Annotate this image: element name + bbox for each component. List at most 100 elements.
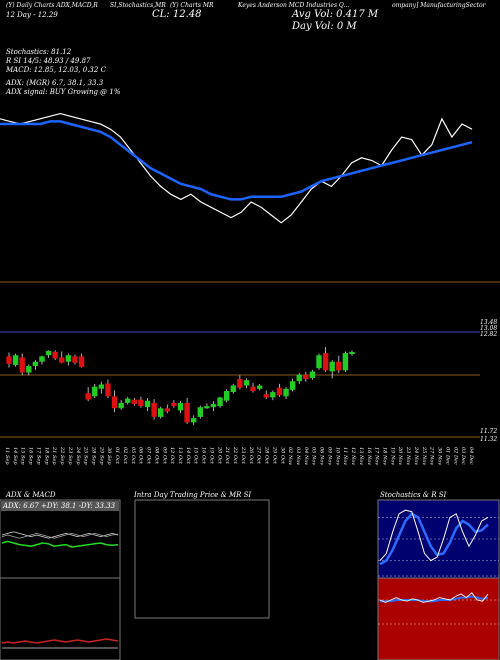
date-tick-label: 16 Oct bbox=[201, 447, 207, 465]
date-tick-label: 02 Dec bbox=[452, 447, 458, 465]
date-tick-label: 17 Nov bbox=[374, 447, 380, 465]
candle-body bbox=[316, 355, 322, 369]
date-tick-label: 28 Sep bbox=[91, 446, 97, 465]
date-tick-label: 06 Oct bbox=[138, 447, 144, 465]
date-tick-label: 25 Sep bbox=[83, 446, 89, 465]
date-tick-label: 05 Nov bbox=[311, 447, 317, 465]
date-tick-label: 18 Nov bbox=[381, 447, 387, 465]
date-tick-label: 20 Oct bbox=[216, 446, 222, 465]
rsi-small-mra bbox=[380, 595, 489, 603]
candle-body bbox=[263, 394, 269, 398]
candle-body bbox=[184, 402, 190, 423]
candle-body bbox=[19, 357, 25, 373]
stoch-d-line bbox=[379, 512, 489, 566]
rsi-line bbox=[0, 112, 473, 224]
date-tick-label: 24 Sep bbox=[75, 446, 81, 465]
candle-body bbox=[256, 385, 263, 389]
price-label-5: 11.32 bbox=[480, 436, 498, 443]
candle-body bbox=[349, 352, 355, 355]
candle-body bbox=[204, 406, 210, 409]
date-tick-label: 29 Sep bbox=[98, 446, 104, 465]
date-tick-label: 30 Oct bbox=[279, 447, 285, 465]
date-tick-label: 12 Oct bbox=[169, 447, 175, 465]
header-line1-left: (Y) Daily Charts ADX,MACD,R bbox=[6, 2, 98, 9]
adx-plus-di-line bbox=[1, 531, 119, 539]
date-tick-label: 21 Sep bbox=[51, 446, 57, 465]
candle-body bbox=[6, 356, 12, 364]
date-tick-label: 13 Oct bbox=[177, 447, 183, 465]
date-tick-label: 22 Oct bbox=[232, 446, 238, 465]
header-date-line: 12 Day - 12.29 bbox=[6, 11, 58, 19]
candle-body bbox=[223, 391, 230, 401]
macd-stat: MACD: 12.85, 12.03, 0.32 C bbox=[6, 66, 106, 74]
rsi-small-lines bbox=[378, 575, 499, 625]
date-tick-label: 03 Dec bbox=[460, 447, 466, 465]
candle-body bbox=[329, 361, 335, 372]
date-tick-label: 26 Oct bbox=[248, 446, 254, 465]
date-tick-label: 10 Nov bbox=[334, 447, 340, 465]
candle-body bbox=[105, 383, 111, 397]
candle-body bbox=[283, 388, 289, 397]
adx-lines bbox=[1, 531, 119, 548]
date-tick-label: 18 Sep bbox=[43, 447, 49, 465]
rsi-small-line bbox=[379, 592, 489, 603]
date-axis: 11 Sep 14 Sep 15 Sep 16 Sep 17 Sep 18 Sep 21 S… bbox=[4, 446, 474, 465]
rsi-mra-line bbox=[0, 120, 473, 201]
adx-panel-frame bbox=[0, 499, 121, 660]
date-tick-label: 04 Dec bbox=[468, 447, 474, 465]
date-tick-label: 16 Sep bbox=[28, 447, 34, 465]
date-tick-label: 23 Oct bbox=[240, 446, 246, 465]
date-tick-label: 03 Nov bbox=[295, 447, 301, 465]
candle-body bbox=[217, 397, 223, 407]
candle-body bbox=[303, 374, 309, 379]
adx-value-bar bbox=[1, 501, 119, 511]
candle-body bbox=[171, 402, 177, 407]
date-tick-label: 23 Sep bbox=[67, 446, 73, 465]
date-tick-label: 12 Nov bbox=[350, 447, 356, 465]
candle-body bbox=[125, 398, 131, 403]
date-tick-label: 27 Oct bbox=[256, 446, 262, 465]
candle-body bbox=[151, 402, 157, 417]
date-tick-label: 25 Nov bbox=[421, 446, 427, 465]
candle-body bbox=[12, 355, 19, 365]
stoch-panel-title: Stochastics & R SI bbox=[380, 491, 447, 499]
date-tick-label: 21 Oct bbox=[224, 446, 230, 465]
adx-minus-di-line bbox=[1, 532, 119, 539]
candle-body bbox=[92, 386, 98, 397]
close-price: CL: 12.48 bbox=[152, 9, 202, 20]
candle-body bbox=[39, 356, 45, 362]
date-tick-label: 01 Dec bbox=[444, 447, 450, 465]
date-tick-label: 15 Sep bbox=[20, 447, 26, 465]
candle-body bbox=[52, 352, 58, 359]
rsi-mra-panel bbox=[0, 112, 473, 224]
date-tick-label: 09 Nov bbox=[326, 447, 332, 465]
header-line1-mid: SI,Stochastics,MR bbox=[110, 2, 166, 9]
stochastics-lines bbox=[378, 509, 499, 566]
adx-panel-title: ADX & MACD bbox=[6, 491, 56, 499]
candle-body bbox=[190, 418, 197, 423]
date-tick-label: 16 Nov bbox=[366, 447, 372, 465]
candle-body bbox=[230, 385, 236, 393]
candle-body bbox=[270, 392, 276, 398]
candle-body bbox=[131, 399, 138, 404]
candle-body bbox=[111, 396, 118, 409]
date-tick-label: 05 Oct bbox=[130, 447, 136, 465]
date-tick-label: 14 Oct bbox=[185, 447, 191, 465]
date-tick-label: 01 Oct bbox=[114, 447, 120, 465]
date-tick-label: 04 Nov bbox=[303, 447, 309, 465]
intraday-panel-title: Intra Day Trading Price & MR SI bbox=[134, 491, 252, 499]
intraday-panel-frame bbox=[134, 499, 270, 619]
date-tick-label: 30 Nov bbox=[437, 447, 443, 465]
price-label-4: 11.72 bbox=[480, 428, 498, 435]
candle-body bbox=[250, 386, 256, 391]
candle-body bbox=[342, 353, 349, 371]
price-label-2: 13.08 bbox=[480, 325, 498, 332]
stochastics-stat: Stochastics: 81.12 bbox=[6, 48, 72, 56]
candle-body bbox=[177, 402, 184, 411]
date-tick-label: 24 Nov bbox=[413, 446, 419, 465]
candle-body bbox=[164, 408, 171, 412]
candle-body bbox=[98, 384, 105, 389]
macd-lines bbox=[1, 638, 119, 649]
candle-body bbox=[78, 356, 85, 368]
date-tick-label: 07 Oct bbox=[146, 447, 152, 465]
